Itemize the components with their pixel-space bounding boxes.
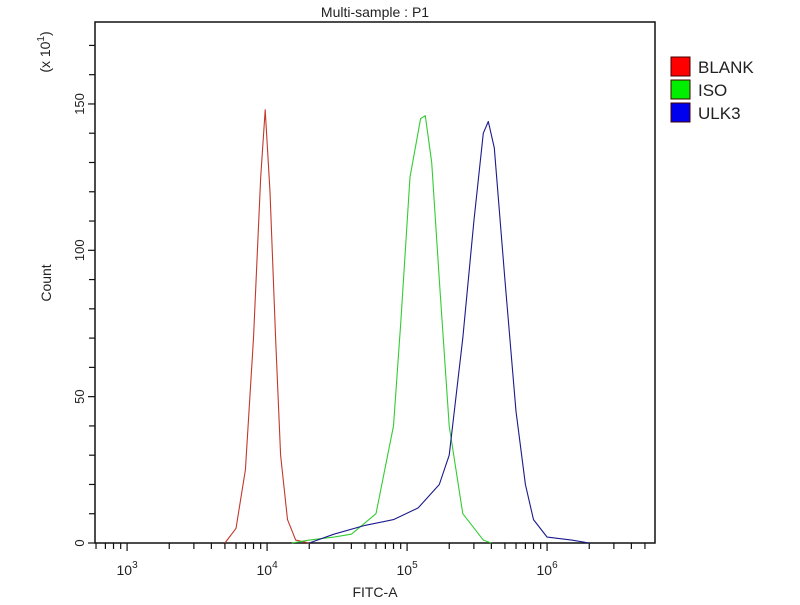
y-multiplier: (x 101) [36,31,53,72]
series-line-ulk3 [309,120,590,544]
y-axis-label: Count [38,264,54,301]
y-tick-label: 0 [72,539,87,546]
x-axis-label: FITC-A [352,584,398,600]
y-tick-label: 50 [72,389,87,403]
legend-swatch-iso [670,79,691,100]
plot-frame [94,21,656,544]
legend-swatch-blank [670,56,691,77]
series-line-blank [224,109,310,544]
x-tick-label: 104 [257,560,279,578]
x-tick-label: 106 [537,560,559,578]
y-tick-label: 150 [72,93,87,115]
chart-title: Multi-sample : P1 [321,4,429,20]
legend-swatch-ulk3 [670,102,691,123]
legend-label-ulk3: ULK3 [698,104,741,123]
legend-label-blank: BLANK [698,58,754,77]
legend-label-iso: ISO [698,81,727,100]
y-tick-label: 100 [72,239,87,261]
series-line-iso [291,115,492,544]
x-tick-label: 105 [397,560,419,578]
x-tick-label: 103 [117,560,139,578]
